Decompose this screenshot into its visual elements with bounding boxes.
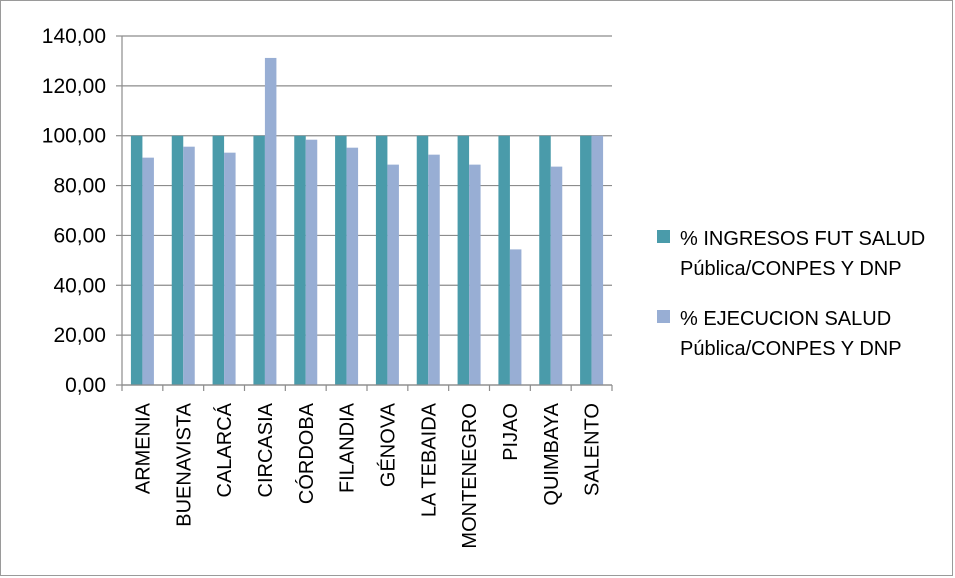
bar [428, 154, 440, 385]
x-category-label: CALARCÁ [213, 402, 236, 497]
y-tick-label: 100,00 [42, 125, 106, 148]
x-category-label: LA TEBAIDA [418, 402, 440, 517]
x-category-label: ARMENIA [132, 402, 154, 494]
bar [253, 135, 265, 385]
x-category-label: PIJAO [500, 403, 522, 461]
x-category-label: FILANDIA [337, 402, 359, 493]
bar [375, 135, 388, 385]
y-tick-label: 0,00 [65, 374, 106, 397]
legend-label: % INGRESOS FUT SALUD [680, 228, 925, 250]
y-axis-tick-labels: 0,00 20,00 40,00 60,00 80,00 100,00 120,00 140,… [42, 25, 106, 397]
bar [142, 157, 154, 385]
y-tick-label: 60,00 [53, 224, 106, 247]
x-category-label: SALENTO [582, 403, 604, 496]
legend: % INGRESOS FUT SALUD Pública/CONPES Y DNP… [657, 228, 925, 360]
y-tick-label: 20,00 [53, 324, 106, 347]
bar [509, 249, 522, 385]
x-category-label: QUIMBAYA [541, 402, 563, 505]
y-tick-label: 140,00 [42, 25, 106, 48]
x-category-label: MONTENEGRO [459, 403, 481, 549]
y-tick-label: 120,00 [42, 75, 106, 98]
axes [121, 36, 613, 391]
x-category-label: CIRCASIA [255, 402, 277, 497]
bar [457, 135, 470, 385]
x-axis-category-labels: ARMENIA BUENAVISTA CALARCÁ CIRCASIA CÓRDOBA F… [132, 402, 603, 548]
bar [212, 135, 225, 385]
bar [498, 135, 510, 385]
x-category-label: BUENAVISTA [173, 402, 195, 526]
x-category-label: CÓRDOBA [295, 402, 318, 504]
bar [130, 135, 143, 385]
bar [387, 164, 399, 385]
bar [305, 139, 318, 385]
legend-label: Pública/CONPES Y DNP [680, 258, 902, 280]
bar [264, 57, 277, 386]
legend-swatch [657, 310, 670, 323]
bars [130, 57, 604, 386]
bar [171, 135, 184, 385]
bar [580, 135, 592, 385]
bar [224, 152, 236, 385]
bar [335, 135, 347, 385]
bar [416, 135, 429, 385]
legend-swatch [657, 230, 670, 243]
legend-label: Pública/CONPES Y DNP [680, 338, 902, 360]
bar [550, 166, 563, 385]
y-tick-label: 80,00 [53, 175, 106, 198]
bar [469, 164, 481, 385]
bar [294, 135, 306, 385]
bar [591, 135, 604, 385]
bar [183, 146, 195, 385]
bar [539, 135, 551, 385]
legend-label: % EJECUCION SALUD [680, 308, 891, 330]
y-tick-label: 40,00 [53, 274, 106, 297]
x-category-label: GÉNOVA [376, 402, 399, 487]
bar [346, 147, 359, 385]
